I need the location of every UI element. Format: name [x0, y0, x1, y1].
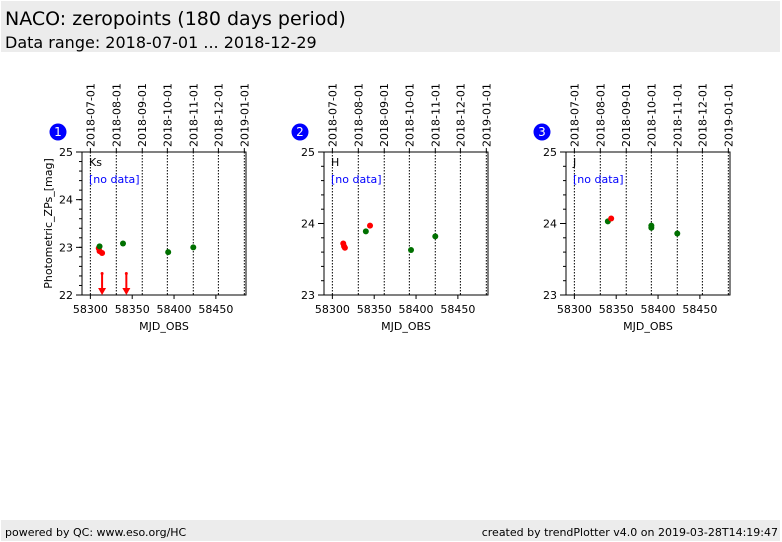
date-tick-label: 2018-09-01	[136, 83, 149, 147]
upper-limit-point	[100, 272, 104, 276]
data-point-outlier	[99, 250, 106, 257]
data-point-ok	[432, 233, 439, 240]
x-tick-label: 58350	[357, 303, 392, 316]
y-tick-label: 24	[301, 218, 315, 231]
date-tick-label: 2018-11-01	[671, 83, 684, 147]
y-tick-label: 25	[301, 146, 315, 159]
date-tick-label: 2018-07-01	[568, 83, 581, 147]
panel-badge	[291, 123, 309, 141]
date-tick-label: 2018-10-01	[645, 83, 658, 147]
date-tick-label: 2019-01-01	[238, 83, 251, 147]
data-point-ok	[408, 246, 415, 253]
x-tick-label: 58450	[440, 303, 475, 316]
page-title: NACO: zeropoints (180 days period)	[5, 8, 346, 30]
y-tick-label: 24	[59, 194, 73, 207]
data-point-outlier	[367, 222, 374, 229]
data-point-ok	[165, 249, 172, 256]
upper-limit-point	[124, 272, 128, 276]
date-tick-label: 2018-12-01	[212, 83, 225, 147]
y-tick-label: 22	[59, 289, 73, 302]
y-tick-label: 25	[543, 146, 557, 159]
date-tick-label: 2019-01-01	[480, 83, 493, 147]
band-label: Ks	[89, 156, 102, 169]
date-tick-label: 2018-07-01	[84, 83, 97, 147]
no-data-note: [no data]	[331, 173, 382, 186]
date-tick-label: 2018-10-01	[403, 83, 416, 147]
x-axis-label: MJD_OBS	[381, 320, 431, 333]
data-range: Data range: 2018-07-01 ... 2018-12-29	[5, 33, 317, 52]
panel-badge-number: 2	[296, 125, 304, 139]
x-tick-label: 58350	[115, 303, 150, 316]
x-tick-label: 58400	[641, 303, 676, 316]
date-tick-label: 2018-10-01	[161, 83, 174, 147]
date-tick-label: 2018-12-01	[696, 83, 709, 147]
x-tick-label: 58400	[399, 303, 434, 316]
y-tick-label: 24	[543, 218, 557, 231]
x-tick-label: 58300	[315, 303, 350, 316]
data-point-ok	[362, 228, 369, 235]
data-point-outlier	[341, 244, 348, 251]
panel-badge-number: 1	[54, 125, 62, 139]
x-tick-label: 58300	[73, 303, 108, 316]
x-tick-label: 58450	[682, 303, 717, 316]
x-tick-label: 58350	[599, 303, 634, 316]
x-axis-label: MJD_OBS	[139, 320, 189, 333]
footer: powered by QC: www.eso.org/HC created by…	[1, 520, 780, 541]
upper-limit-arrowhead	[98, 288, 107, 295]
data-point-ok	[674, 230, 681, 237]
data-point-ok	[120, 240, 126, 247]
date-tick-label: 2018-08-01	[110, 83, 123, 147]
data-point-ok	[190, 244, 197, 251]
date-tick-label: 2018-08-01	[594, 83, 607, 147]
panel-badge	[49, 123, 67, 141]
no-data-note: [no data]	[89, 173, 140, 186]
x-axis-label: MJD_OBS	[623, 320, 673, 333]
date-tick-label: 2018-09-01	[378, 83, 391, 147]
y-tick-label: 23	[59, 241, 73, 254]
date-tick-label: 2018-11-01	[187, 83, 200, 147]
y-axis-label: Photometric_ZPs_[mag]	[42, 158, 55, 289]
date-tick-label: 2018-11-01	[429, 83, 442, 147]
band-label: H	[331, 156, 339, 169]
date-tick-label: 2019-01-01	[722, 83, 735, 147]
upper-limit-arrowhead	[122, 288, 131, 295]
band-label: J	[572, 156, 576, 169]
panel-badge	[533, 123, 551, 141]
panel-badge-number: 3	[538, 125, 546, 139]
header: NACO: zeropoints (180 days period) Data …	[1, 1, 780, 52]
data-point-ok	[648, 224, 655, 231]
y-tick-label: 25	[59, 146, 73, 159]
x-tick-label: 58400	[157, 303, 192, 316]
y-tick-label: 23	[543, 289, 557, 302]
data-point-ok	[96, 243, 103, 250]
footer-created-by: created by trendPlotter v4.0 on 2019-03-…	[481, 526, 778, 539]
x-tick-label: 58300	[557, 303, 592, 316]
plot-frame	[81, 151, 247, 296]
date-tick-label: 2018-12-01	[454, 83, 467, 147]
date-tick-label: 2018-07-01	[326, 83, 339, 147]
date-tick-label: 2018-08-01	[352, 83, 365, 147]
data-point-outlier	[608, 215, 615, 222]
date-tick-label: 2018-09-01	[620, 83, 633, 147]
footer-powered-by[interactable]: powered by QC: www.eso.org/HC	[5, 526, 187, 539]
y-tick-label: 23	[301, 289, 315, 302]
no-data-note: [no data]	[573, 173, 624, 186]
x-tick-label: 58450	[198, 303, 233, 316]
